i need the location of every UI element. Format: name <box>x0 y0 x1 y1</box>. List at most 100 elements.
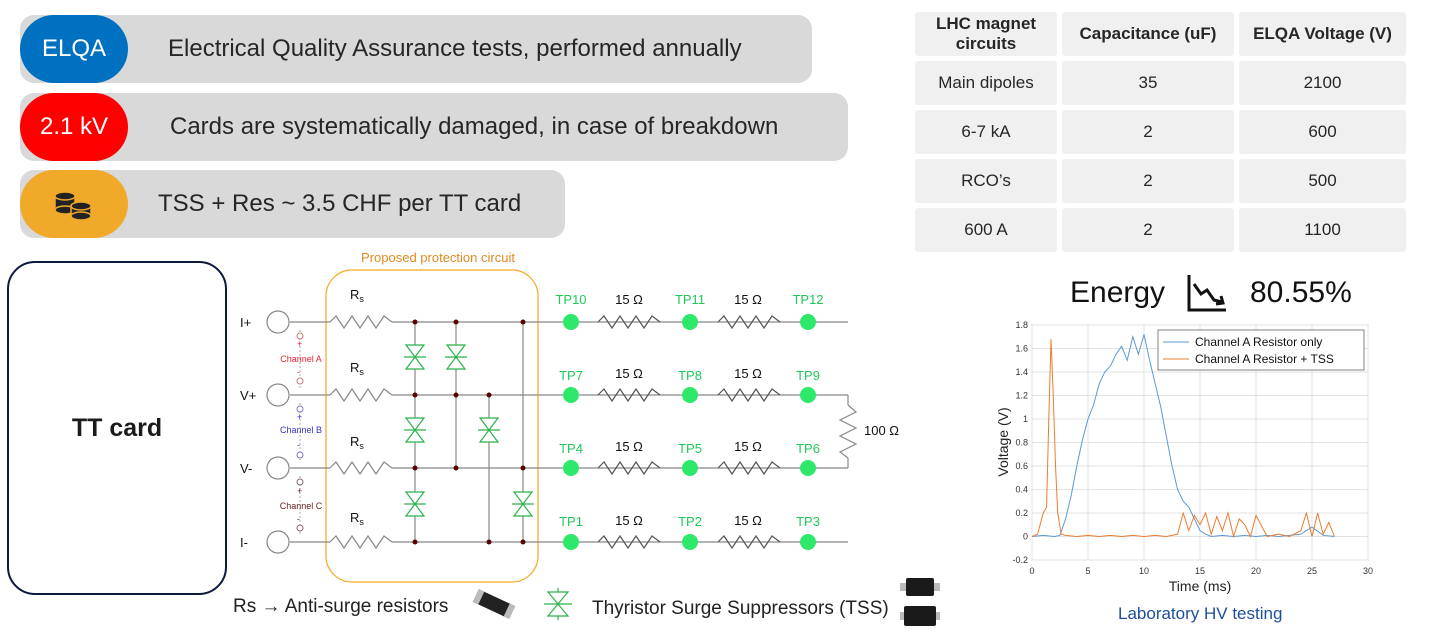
resistor-chip-icon <box>472 589 516 619</box>
rs-label: Rs <box>350 510 364 527</box>
rs-label: Rs <box>350 360 364 377</box>
y-tick-label: -0.2 <box>1012 555 1028 565</box>
y-tick-label: 0 <box>1023 532 1028 542</box>
legend-label: Channel A Resistor + TSS <box>1195 352 1334 366</box>
table-cell: 600 <box>1239 110 1406 154</box>
tss-icon <box>404 491 426 517</box>
input-label-v-minus: V- <box>240 461 252 476</box>
resistor-label: 15 Ω <box>734 292 762 307</box>
tp-label: TP6 <box>796 441 820 456</box>
table-cell: 35 <box>1062 61 1234 105</box>
tp-label: TP3 <box>796 514 820 529</box>
resistor-label: 15 Ω <box>734 439 762 454</box>
table-header-row: LHC magnet circuits Capacitance (uF) ELQ… <box>915 12 1406 56</box>
tp-label: TP11 <box>675 292 705 307</box>
cost-tag <box>20 170 128 238</box>
svg-text:-: - <box>297 514 300 524</box>
energy-label: Energy <box>1070 276 1166 309</box>
table-cell: 600 A <box>915 208 1057 252</box>
channel-a-label: Channel A <box>280 354 322 364</box>
tp-label: TP9 <box>796 368 820 383</box>
y-tick-label: 1.6 <box>1015 344 1028 354</box>
table-cell: 500 <box>1239 159 1406 203</box>
svg-text:-: - <box>297 367 300 377</box>
cost-pill: TSS + Res ~ 3.5 CHF per TT card <box>20 170 565 238</box>
y-tick-label: 0.2 <box>1015 508 1028 518</box>
table-row: 600 A 2 1100 <box>915 208 1406 252</box>
table-header: ELQA Voltage (V) <box>1239 12 1406 56</box>
tss-icon <box>445 344 467 370</box>
table-row: RCO’s 2 500 <box>915 159 1406 203</box>
table-header: Capacitance (uF) <box>1062 12 1234 56</box>
x-tick-label: 0 <box>1029 566 1034 576</box>
tp-label: TP12 <box>792 292 823 307</box>
voltage-chart: 0 5 10 15 20 25 30-0.200.20.40.60.811.21.41.61… <box>995 320 1373 594</box>
table-cell: 2100 <box>1239 61 1406 105</box>
channel-c-label: Channel C <box>280 501 323 511</box>
table-header: LHC magnet circuits <box>915 12 1057 56</box>
y-tick-label: 0.8 <box>1015 438 1028 448</box>
rs-label: Rs <box>350 434 364 451</box>
tss-legend-text: Thyristor Surge Suppressors (TSS) <box>592 598 889 619</box>
tp-label: TP2 <box>678 514 702 529</box>
tss-legend-icon <box>544 588 572 620</box>
rs-legend-text: Rs → Anti-surge resistors <box>233 596 449 617</box>
tt-card: TT card <box>7 261 227 595</box>
resistor-label: 15 Ω <box>615 513 643 528</box>
tp-label: TP10 <box>555 292 586 307</box>
voltage-text: Cards are systematically damaged, in cas… <box>170 113 779 140</box>
elqa-tag: ELQA <box>20 15 128 83</box>
x-tick-label: 25 <box>1307 566 1317 576</box>
input-label-v-plus: V+ <box>240 388 256 403</box>
table-cell: RCO’s <box>915 159 1057 203</box>
elqa-table: LHC magnet circuits Capacitance (uF) ELQ… <box>910 7 1411 257</box>
tp-label: TP4 <box>559 441 583 456</box>
svg-text:-: - <box>297 440 300 450</box>
voltage-tag: 2.1 kV <box>20 93 128 161</box>
load-resistor-label: 100 Ω <box>864 423 899 438</box>
table-cell: Main dipoles <box>915 61 1057 105</box>
protection-box <box>325 269 539 583</box>
x-tick-label: 10 <box>1139 566 1149 576</box>
svg-text:+: + <box>297 412 302 422</box>
channel-b-label: Channel B <box>280 425 322 435</box>
resistor-label: 15 Ω <box>615 366 643 381</box>
chart-legend <box>1157 329 1365 371</box>
resistor-label: 15 Ω <box>615 292 643 307</box>
y-tick-label: 1.8 <box>1015 320 1028 330</box>
protection-box-label: Proposed protection circuit <box>361 250 515 265</box>
coins-icon <box>54 191 92 221</box>
trend-down-icon <box>1187 275 1226 312</box>
y-tick-label: 1.2 <box>1015 391 1028 401</box>
table-row: 6-7 kA 2 600 <box>915 110 1406 154</box>
resistor-label: 15 Ω <box>615 439 643 454</box>
tp-label: TP5 <box>678 441 702 456</box>
series-line-1 <box>1031 334 1335 538</box>
tss-icon <box>512 491 534 517</box>
protection-circuit-diagram: Proposed protection circuit <box>240 250 899 583</box>
table-cell: 1100 <box>1239 208 1406 252</box>
y-tick-label: 0.4 <box>1015 485 1028 495</box>
y-tick-label: 1.4 <box>1015 367 1028 377</box>
resistor-label: 15 Ω <box>734 513 762 528</box>
table-cell: 2 <box>1062 110 1234 154</box>
input-label-i-plus: I+ <box>240 315 251 330</box>
svg-text:+: + <box>297 486 302 496</box>
x-tick-label: 30 <box>1363 566 1373 576</box>
table-cell: 2 <box>1062 159 1234 203</box>
tss-icon <box>404 417 426 443</box>
tss-package-icon <box>900 578 940 626</box>
tss-icon <box>404 344 426 370</box>
rs-label: Rs <box>350 287 364 304</box>
series-line-2 <box>1031 339 1335 539</box>
x-tick-label: 20 <box>1251 566 1261 576</box>
y-tick-label: 1 <box>1023 414 1028 424</box>
lab-testing-caption: Laboratory HV testing <box>1118 604 1283 623</box>
x-axis-label: Time (ms) <box>1169 578 1231 594</box>
table-cell: 6-7 kA <box>915 110 1057 154</box>
x-tick-label: 5 <box>1085 566 1090 576</box>
cost-text: TSS + Res ~ 3.5 CHF per TT card <box>158 190 522 217</box>
table-row: Main dipoles 35 2100 <box>915 61 1406 105</box>
y-tick-label: 0.6 <box>1015 461 1028 471</box>
resistor-label: 15 Ω <box>734 366 762 381</box>
